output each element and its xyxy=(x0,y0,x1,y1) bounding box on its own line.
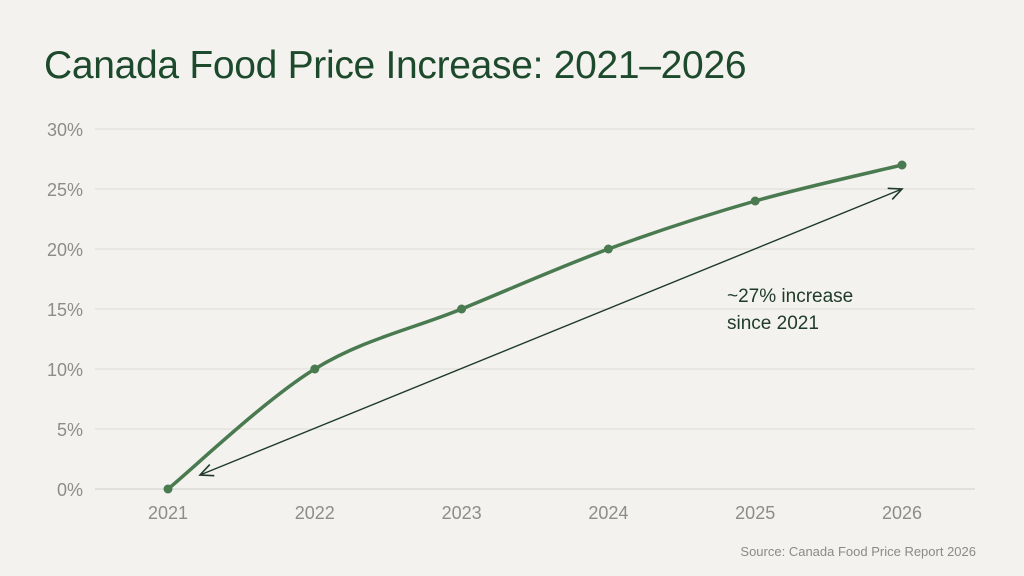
series-line xyxy=(166,163,904,491)
x-tick-label: 2024 xyxy=(588,503,628,523)
x-tick-label: 2026 xyxy=(882,503,922,523)
data-point xyxy=(603,244,613,254)
arrow-head-end xyxy=(887,187,904,201)
annotation-line-2: since 2021 xyxy=(727,313,819,334)
x-tick-label: 2023 xyxy=(442,503,482,523)
arrow-shaft xyxy=(199,188,903,476)
x-tick-label: 2022 xyxy=(295,503,335,523)
x-tick-label: 2025 xyxy=(735,503,775,523)
y-axis-ticks: 0% 5% 10% 15% 20% 25% 30% xyxy=(47,120,83,500)
y-tick-label: 15% xyxy=(47,300,83,320)
y-tick-label: 10% xyxy=(47,360,83,380)
annotation-line-1: ~27% increase xyxy=(727,286,853,307)
x-axis-ticks: 2021 2022 2023 2024 2025 2026 xyxy=(148,503,922,523)
chart-title: Canada Food Price Increase: 2021–2026 xyxy=(44,44,747,87)
y-tick-label: 25% xyxy=(47,180,83,200)
gridlines xyxy=(95,128,975,490)
annotation-arrow xyxy=(198,187,904,477)
arrow-head-start xyxy=(198,463,215,477)
y-tick-label: 30% xyxy=(47,120,83,140)
data-point xyxy=(457,304,467,314)
y-tick-label: 20% xyxy=(47,240,83,260)
data-point xyxy=(750,196,760,206)
series xyxy=(163,160,907,494)
data-point xyxy=(897,160,907,170)
y-tick-label: 5% xyxy=(57,420,83,440)
y-tick-label: 0% xyxy=(57,480,83,500)
data-point xyxy=(163,484,173,494)
data-point xyxy=(310,364,320,374)
source-note: Source: Canada Food Price Report 2026 xyxy=(740,544,976,559)
x-tick-label: 2021 xyxy=(148,503,188,523)
